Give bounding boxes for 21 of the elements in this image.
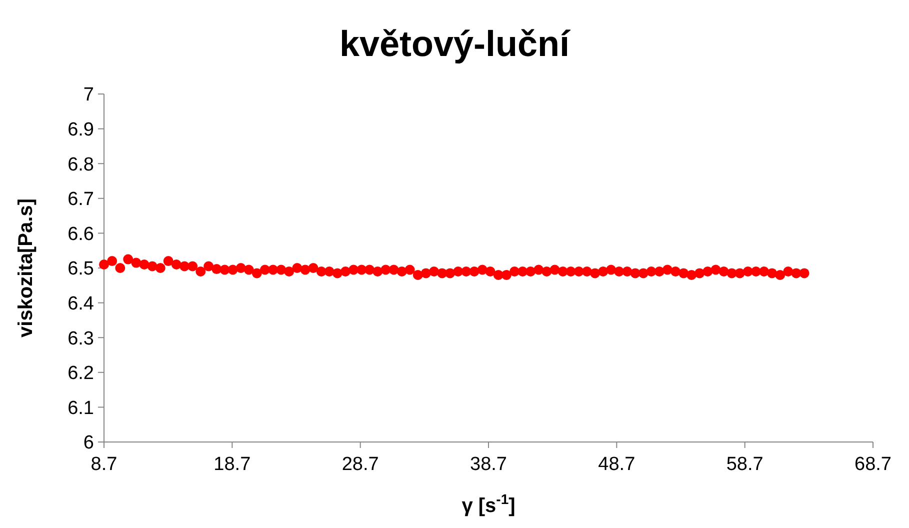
y-tick-label: 6.5 <box>68 258 94 280</box>
y-tick-label: 6.1 <box>68 398 94 419</box>
y-tick-label: 6.6 <box>68 224 94 245</box>
y-tick-label: 6.4 <box>68 293 94 314</box>
x-tick-label: 8.7 <box>90 454 118 475</box>
y-tick-label: 6.9 <box>68 119 94 140</box>
x-tick-label: 28.7 <box>342 454 379 475</box>
x-tick-label: 68.7 <box>854 454 892 475</box>
y-tick-label: 6.8 <box>68 154 94 176</box>
x-axis-title: γ [s$^{-1}$] <box>462 491 516 517</box>
x-tick-label: 58.7 <box>726 454 764 475</box>
y-tick-label: 6 <box>83 432 94 454</box>
x-tick-label: 18.7 <box>214 454 251 475</box>
y-tick-label: 6.3 <box>68 328 94 350</box>
x-tick-label: 38.7 <box>470 454 507 475</box>
chart-title: květový-luční <box>339 23 571 64</box>
y-tick-label: 6.2 <box>68 363 94 384</box>
y-tick-label: 7 <box>83 84 94 106</box>
x-tick-label: 48.7 <box>598 454 636 475</box>
y-axis-title: viskozita[Pa.s] <box>15 198 37 338</box>
y-tick-label: 6.7 <box>68 189 94 210</box>
